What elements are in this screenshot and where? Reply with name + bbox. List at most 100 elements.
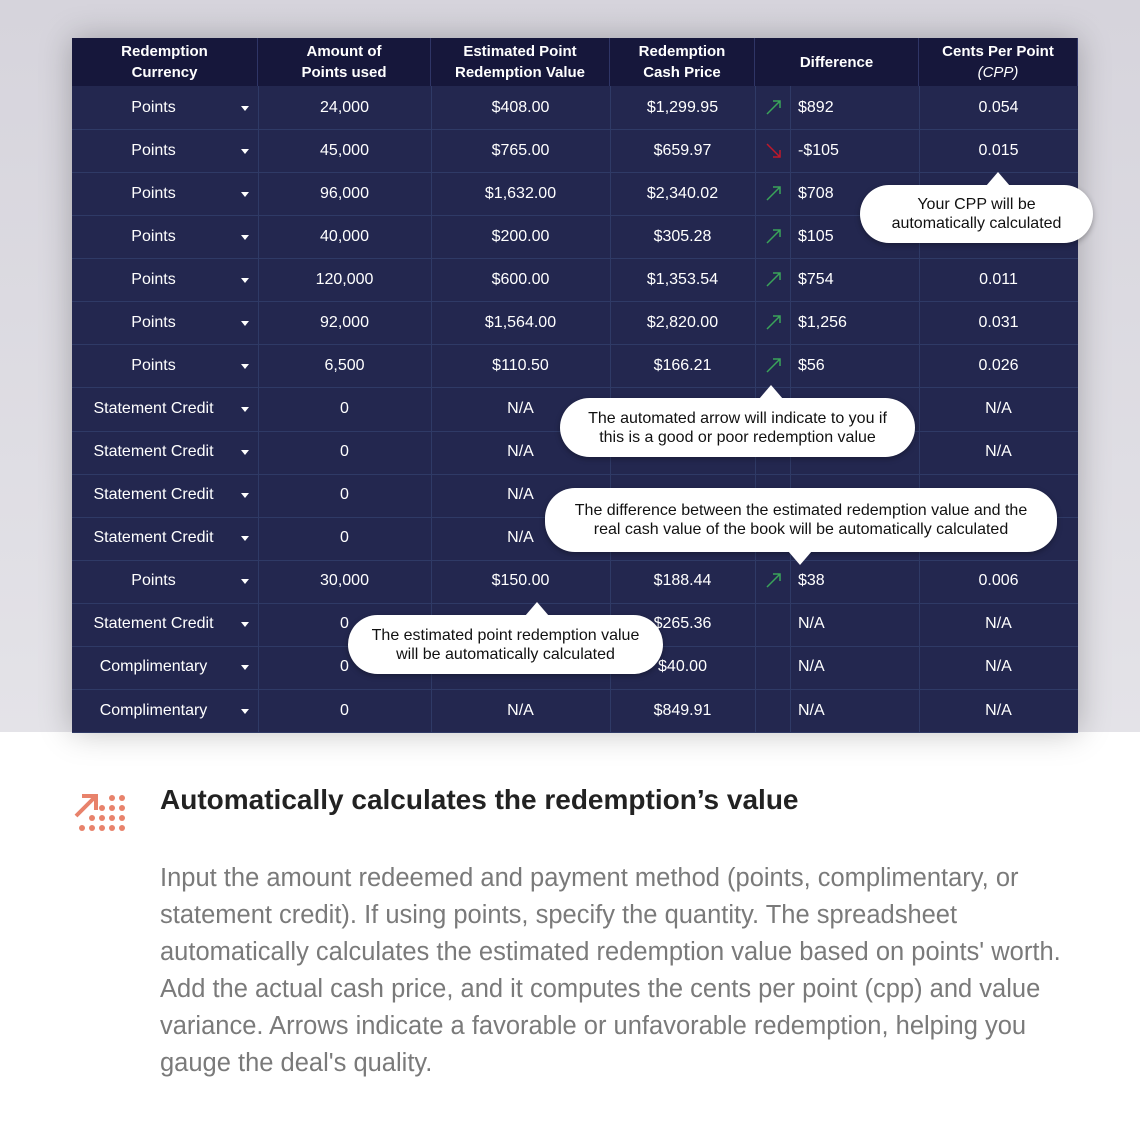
- row-line: [72, 129, 1078, 131]
- table-cell: N/A: [985, 701, 1012, 719]
- table-cell: $1,299.95: [646, 98, 719, 116]
- dropdown-caret[interactable]: [241, 363, 249, 369]
- table-cell: $408.00: [491, 98, 550, 116]
- header-cell: Redemption Cash Price: [610, 38, 755, 86]
- table-cell: 0: [340, 400, 349, 418]
- feature-title: Automatically calculates the redemption’…: [160, 784, 799, 815]
- dropdown-caret[interactable]: [241, 450, 249, 456]
- table-cell: $305.28: [653, 227, 712, 245]
- table-cell: 0: [340, 658, 349, 676]
- header-text: Cash Price: [643, 64, 721, 81]
- table-cell: $265.36: [653, 615, 712, 633]
- table-cell: 92,000: [320, 313, 369, 331]
- table-cell: $188.44: [653, 572, 712, 590]
- header-text: Difference: [799, 53, 874, 71]
- header-text: Redemption: [121, 43, 208, 60]
- header-text: Currency: [131, 64, 198, 81]
- table-cell: N/A: [507, 400, 534, 418]
- column-line: [919, 86, 920, 732]
- row-line: [72, 172, 1078, 174]
- table-cell: -$105: [798, 141, 839, 159]
- table-cell: Statement Credit: [93, 615, 214, 633]
- callout-pointer: [788, 551, 812, 565]
- spreadsheet: Redemption Currency Amount of Points used Es…: [72, 38, 1078, 734]
- dropdown-caret[interactable]: [241, 320, 249, 326]
- column-line: [431, 86, 432, 732]
- table-cell: $1,564.00: [484, 313, 557, 331]
- table-cell: Points: [131, 572, 176, 590]
- trend-arrow-up: [766, 228, 781, 244]
- callout-text: The estimated point redemption value: [371, 626, 640, 644]
- callout-pointer: [759, 385, 783, 399]
- table-cell: 0.015: [978, 141, 1019, 159]
- row-line: [72, 258, 1078, 260]
- dropdown-caret[interactable]: [241, 493, 249, 499]
- column-line: [258, 86, 259, 732]
- table-cell: Statement Credit: [93, 443, 214, 461]
- table-cell: $38: [798, 572, 825, 590]
- dropdown-caret[interactable]: [241, 622, 249, 628]
- dropdown-caret[interactable]: [241, 105, 249, 111]
- table-cell: $754: [798, 270, 834, 288]
- header-text: Redemption: [638, 43, 726, 60]
- dropdown-caret[interactable]: [241, 191, 249, 197]
- table-cell: 0.026: [978, 356, 1019, 374]
- table-cell: 40,000: [320, 227, 369, 245]
- table-cell: 0.006: [978, 572, 1019, 590]
- trend-arrow-down: [766, 143, 781, 158]
- dropdown-caret[interactable]: [241, 407, 249, 413]
- row-line: [72, 732, 1078, 734]
- table-cell: Points: [131, 356, 176, 374]
- table-cell: $1,353.54: [646, 270, 719, 288]
- row-line: [72, 215, 1078, 217]
- callout: Your CPP will be automatically calculated: [860, 185, 1093, 243]
- trend-arrow-up: [766, 573, 781, 588]
- row-line: [72, 301, 1078, 303]
- table-cell: 96,000: [320, 184, 369, 202]
- dropdown-caret[interactable]: [241, 234, 249, 240]
- row-line: [72, 602, 1078, 604]
- table-cell: 0: [340, 443, 349, 461]
- callout-text: automatically calculated: [891, 215, 1062, 232]
- table-cell: Points: [131, 227, 176, 245]
- dropdown-caret[interactable]: [241, 708, 249, 714]
- dropdown-caret[interactable]: [241, 277, 249, 283]
- dropdown-caret[interactable]: [241, 148, 249, 154]
- table-cell: $110.50: [492, 356, 549, 374]
- trend-arrow-up: [766, 315, 781, 330]
- table-cell: N/A: [507, 486, 534, 504]
- table-cell: N/A: [507, 701, 534, 719]
- table-cell: N/A: [798, 615, 825, 633]
- header-cell: Cents Per Point (CPP): [919, 38, 1078, 86]
- header-text: (CPP): [977, 64, 1019, 81]
- table-cell: 24,000: [320, 98, 369, 116]
- table-cell: N/A: [985, 615, 1012, 633]
- table-cell: 0.031: [978, 313, 1019, 331]
- table-cell: $600.00: [491, 270, 550, 288]
- table-cell: N/A: [798, 658, 825, 676]
- table-cell: Complimentary: [99, 701, 208, 719]
- table-cell: Points: [131, 184, 176, 202]
- table-cell: $1,632.00: [484, 184, 557, 202]
- table-cell: $659.97: [653, 141, 712, 159]
- table-cell: 0: [340, 486, 349, 504]
- table-cell: Points: [131, 98, 176, 116]
- table-cell: $200.00: [491, 227, 550, 245]
- header-text: Points used: [301, 64, 387, 81]
- table-cell: N/A: [985, 658, 1012, 676]
- callout-text: will be automatically calculated: [396, 645, 615, 663]
- trend-arrow-up: [766, 272, 781, 287]
- table-cell: N/A: [985, 443, 1012, 461]
- table-cell: 45,000: [320, 141, 369, 159]
- table-cell: 0.011: [979, 270, 1018, 288]
- table-cell: $708: [798, 184, 834, 202]
- dropdown-caret[interactable]: [241, 536, 249, 542]
- table-cell: $56: [798, 356, 825, 374]
- table-cell: Points: [131, 141, 176, 159]
- header-text: Cents Per Point: [942, 43, 1054, 60]
- dropdown-caret[interactable]: [241, 579, 249, 585]
- row-line: [72, 473, 1078, 475]
- table-cell: Complimentary: [99, 658, 208, 676]
- dropdown-caret[interactable]: [241, 665, 249, 671]
- table-cell: $892: [798, 98, 834, 116]
